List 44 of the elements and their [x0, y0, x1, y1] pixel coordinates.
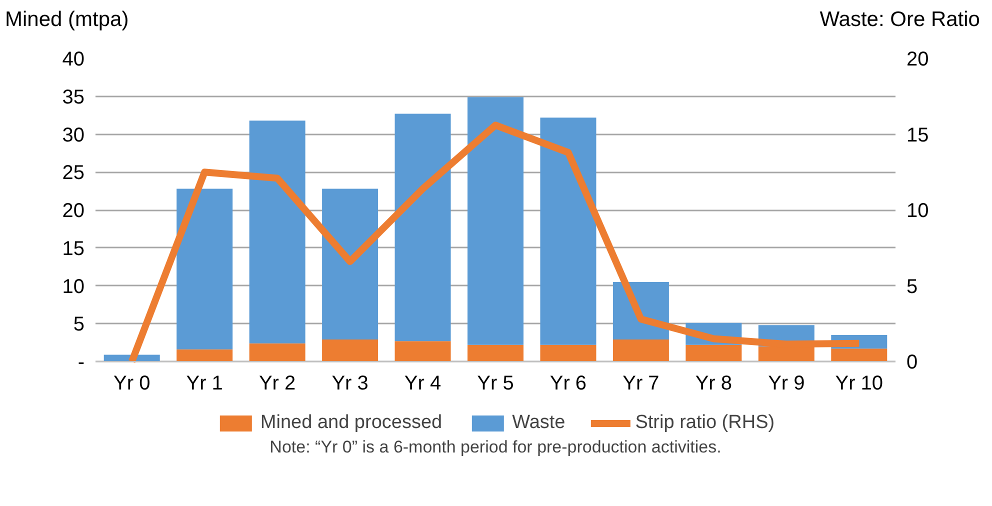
x-tick-label: Yr 8: [695, 372, 732, 395]
bar: [612, 340, 669, 362]
x-tick-label: Yr 1: [186, 372, 223, 395]
x-tick-label: Yr 6: [550, 372, 587, 395]
x-tick-label: Yr 10: [835, 372, 884, 395]
x-tick-label: Yr 7: [622, 372, 660, 395]
y-tick-label: 15: [62, 238, 85, 260]
y-tick-label: 35: [62, 86, 85, 108]
bar: [322, 340, 378, 362]
y-tick-label: 10: [62, 276, 85, 298]
bar: [540, 344, 596, 362]
x-tick-label: Yr 4: [404, 372, 442, 395]
x-tick-label: Yr 2: [258, 372, 296, 395]
x-tick-label: Yr 5: [477, 372, 514, 395]
y2-tick-label: 5: [906, 276, 918, 298]
y-tick-label: 40: [62, 48, 85, 70]
legend-label: Waste: [512, 412, 566, 434]
y-tick-label: 5: [73, 314, 84, 336]
bar: [176, 188, 233, 350]
legend-label: Mined and processed: [260, 412, 442, 434]
y2-tick-label: 20: [906, 48, 929, 70]
bar: [394, 114, 451, 342]
y2-tick-label: 0: [906, 352, 918, 374]
x-tick-label: Yr 9: [768, 372, 805, 395]
text: Note: “Yr 0” is a 6-month period for pre-production activities.: [270, 438, 722, 456]
legend-label: Strip ratio (RHS): [635, 412, 775, 434]
bar: [468, 97, 524, 345]
y-tick-label: 20: [62, 200, 85, 222]
x-tick-label: Yr 0: [114, 372, 150, 395]
y-tick-label: 25: [62, 162, 85, 184]
bar: [468, 344, 524, 362]
x-tick-label: Yr 3: [332, 372, 368, 395]
y-tick-label: -: [78, 352, 85, 374]
y-axis-title: Mined (mtpa): [5, 7, 129, 33]
bar: [540, 118, 596, 345]
y2-axis-title: Waste: Ore Ratio: [820, 7, 980, 33]
y2-tick-label: 10: [906, 200, 929, 222]
bar: [249, 343, 306, 362]
y-tick-label: 30: [62, 124, 85, 146]
bar: [394, 341, 451, 362]
bar: [249, 120, 306, 344]
bar: [176, 349, 233, 362]
bar: [322, 188, 378, 340]
y2-tick-label: 15: [906, 124, 929, 146]
